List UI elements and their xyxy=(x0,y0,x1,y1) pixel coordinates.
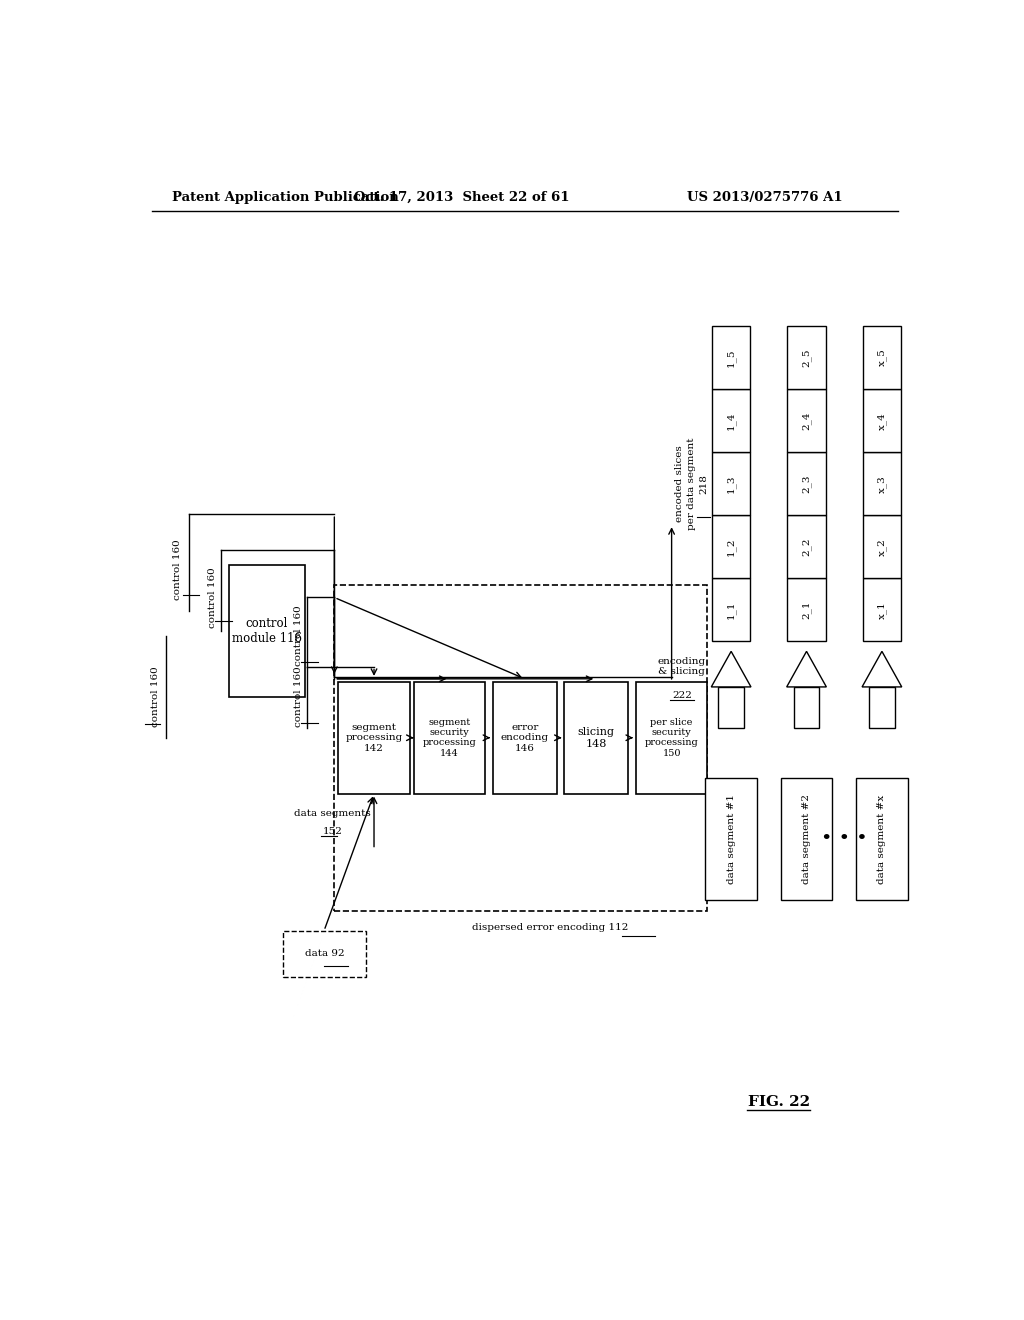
Bar xyxy=(856,779,907,900)
Polygon shape xyxy=(712,651,751,686)
Bar xyxy=(787,389,825,453)
Bar xyxy=(283,931,367,977)
Bar xyxy=(494,682,557,793)
Text: 1_2: 1_2 xyxy=(726,537,736,556)
Bar xyxy=(712,578,751,642)
Text: 2_1: 2_1 xyxy=(802,601,811,619)
Text: control
module 116: control module 116 xyxy=(231,616,302,645)
Bar xyxy=(229,565,304,697)
Text: control 160: control 160 xyxy=(294,667,303,727)
Text: per data segment: per data segment xyxy=(687,437,696,529)
Text: encoding
& slicing: encoding & slicing xyxy=(657,657,706,676)
Bar xyxy=(719,686,743,727)
Polygon shape xyxy=(786,651,826,686)
Text: Oct. 17, 2013  Sheet 22 of 61: Oct. 17, 2013 Sheet 22 of 61 xyxy=(353,190,569,203)
Text: 2_4: 2_4 xyxy=(802,412,811,430)
Text: encoded slices: encoded slices xyxy=(675,445,684,521)
Bar xyxy=(780,779,833,900)
Text: control 160: control 160 xyxy=(208,568,217,628)
Text: 152: 152 xyxy=(323,826,343,836)
Bar xyxy=(863,389,901,453)
Bar xyxy=(787,515,825,578)
Text: data segment #2: data segment #2 xyxy=(802,795,811,884)
Text: dispersed error encoding 112: dispersed error encoding 112 xyxy=(472,923,629,932)
Bar xyxy=(863,578,901,642)
Text: data 92: data 92 xyxy=(304,949,344,958)
Bar xyxy=(414,682,485,793)
Bar xyxy=(712,326,751,389)
Text: x_2: x_2 xyxy=(878,537,887,556)
Polygon shape xyxy=(862,651,902,686)
Text: x_1: x_1 xyxy=(878,601,887,619)
Bar xyxy=(338,682,410,793)
Text: slicing
148: slicing 148 xyxy=(578,727,614,748)
Bar xyxy=(712,453,751,515)
Text: error
encoding
146: error encoding 146 xyxy=(501,723,549,752)
Text: per slice
security
processing
150: per slice security processing 150 xyxy=(645,718,698,758)
Bar xyxy=(787,453,825,515)
Text: 222: 222 xyxy=(672,690,692,700)
Text: 2_3: 2_3 xyxy=(802,474,811,492)
Text: segment
security
processing
144: segment security processing 144 xyxy=(423,718,476,758)
Text: x_3: x_3 xyxy=(878,475,887,492)
Bar xyxy=(636,682,708,793)
Text: control 160: control 160 xyxy=(294,606,303,667)
Bar xyxy=(794,686,819,727)
Text: 2_2: 2_2 xyxy=(802,537,811,556)
Text: 1_1: 1_1 xyxy=(726,601,736,619)
Text: control 160: control 160 xyxy=(173,540,182,601)
Bar xyxy=(863,453,901,515)
Text: Patent Application Publication: Patent Application Publication xyxy=(172,190,398,203)
Text: data segments: data segments xyxy=(294,809,371,818)
Text: x_4: x_4 xyxy=(878,412,887,429)
Bar xyxy=(869,686,895,727)
Text: 1_3: 1_3 xyxy=(726,474,736,492)
Bar xyxy=(706,779,757,900)
Text: data segment #1: data segment #1 xyxy=(727,795,735,884)
Bar xyxy=(334,585,708,911)
Bar xyxy=(787,578,825,642)
Text: x_5: x_5 xyxy=(878,348,887,367)
Text: data segment #x: data segment #x xyxy=(878,795,887,884)
Bar xyxy=(787,326,825,389)
Bar xyxy=(863,326,901,389)
Text: US 2013/0275776 A1: US 2013/0275776 A1 xyxy=(687,190,842,203)
Bar xyxy=(712,515,751,578)
Text: control 160: control 160 xyxy=(152,667,161,727)
Bar xyxy=(712,389,751,453)
Text: 2_5: 2_5 xyxy=(802,348,811,367)
Text: segment
processing
142: segment processing 142 xyxy=(345,723,402,752)
Text: 1_5: 1_5 xyxy=(726,348,736,367)
Bar xyxy=(863,515,901,578)
Text: 1_4: 1_4 xyxy=(726,412,736,430)
Text: FIG. 22: FIG. 22 xyxy=(748,1094,810,1109)
Text: 218: 218 xyxy=(698,474,708,494)
Bar xyxy=(564,682,628,793)
Text: • • •: • • • xyxy=(821,830,867,849)
